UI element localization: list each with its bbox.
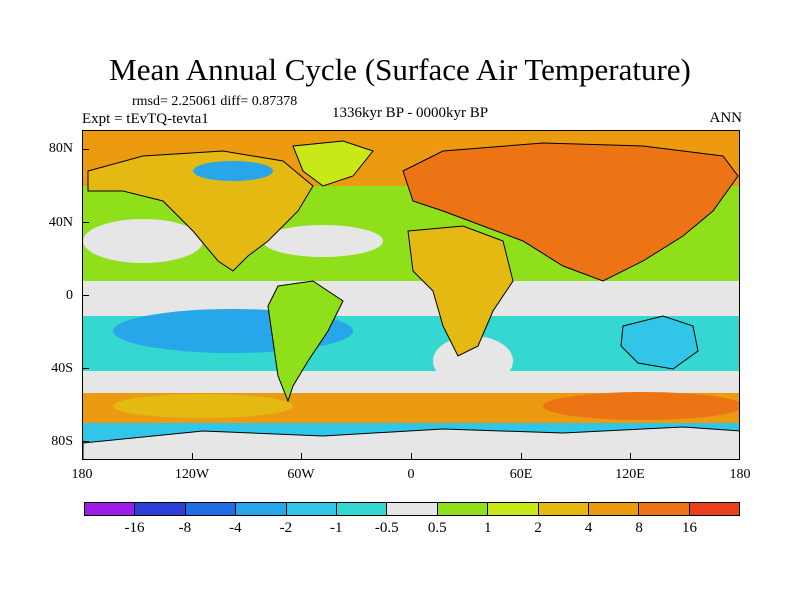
band-south-white bbox=[83, 371, 739, 393]
colorbar-box bbox=[286, 503, 337, 515]
land-south-america bbox=[267, 280, 344, 403]
land-australia bbox=[620, 315, 699, 370]
lon-tick-label: 120E bbox=[615, 467, 645, 482]
colorbar-box bbox=[336, 503, 388, 515]
lat-tick-label: 80N bbox=[48, 141, 73, 156]
period-label: 1336kyr BP - 0000kyr BP bbox=[331, 105, 489, 121]
lat-tick-mark bbox=[82, 295, 89, 296]
lat-tick-mark bbox=[82, 441, 89, 442]
lat-tick-label: 80S bbox=[51, 434, 73, 449]
patch-canada-blue bbox=[193, 161, 273, 181]
lat-tick-label: 40N bbox=[48, 215, 73, 230]
colorbar bbox=[84, 502, 740, 516]
colorbar-box bbox=[488, 503, 539, 515]
colorbar-label: -0.5 bbox=[374, 520, 399, 536]
lat-tick-mark bbox=[82, 149, 89, 150]
lon-tick-mark bbox=[192, 453, 193, 460]
season-label: ANN bbox=[709, 110, 743, 126]
lon-tick-label: 120W bbox=[174, 467, 210, 482]
colorbar-box bbox=[639, 503, 690, 515]
lon-tick-label: 60E bbox=[509, 467, 533, 482]
lon-tick-label: 60W bbox=[287, 467, 315, 482]
lat-tick-label: 0 bbox=[66, 288, 73, 303]
land-eurasia bbox=[402, 142, 739, 282]
colorbar-box bbox=[538, 503, 589, 515]
colorbar-label: -4 bbox=[229, 520, 242, 536]
colorbar-label: -16 bbox=[124, 520, 145, 536]
lon-tick-label: 180 bbox=[729, 467, 751, 482]
rmsd-diff-text: rmsd= 2.25061 diff= 0.87378 bbox=[132, 94, 298, 109]
colorbar-label: 8 bbox=[635, 520, 643, 536]
colorbar-box bbox=[85, 503, 136, 515]
patch-npacific-white bbox=[83, 219, 203, 263]
colorbar-box bbox=[135, 503, 186, 515]
patch-indian-white bbox=[563, 291, 739, 315]
colorbar-box bbox=[689, 503, 740, 515]
land-africa bbox=[407, 225, 514, 357]
patch-natlantic-white bbox=[263, 225, 383, 257]
lat-tick-mark bbox=[82, 368, 89, 369]
colorbar-label: 4 bbox=[584, 520, 593, 536]
colorbar-label: 0.5 bbox=[427, 520, 447, 536]
colorbar-label: 2 bbox=[534, 520, 542, 536]
lon-tick-mark bbox=[521, 453, 522, 460]
lon-tick-label: 180 bbox=[71, 467, 93, 482]
land-greenland bbox=[292, 140, 374, 187]
colorbar-box bbox=[185, 503, 237, 515]
colorbar-box bbox=[387, 503, 438, 515]
colorbar-box bbox=[588, 503, 640, 515]
land-north-america bbox=[87, 150, 314, 272]
map-canvas bbox=[83, 131, 739, 459]
map-title: Mean Annual Cycle (Surface Air Temperatu… bbox=[109, 52, 691, 87]
lon-tick-mark bbox=[630, 453, 631, 460]
lat-tick-mark bbox=[82, 222, 89, 223]
colorbar-label: -2 bbox=[279, 520, 293, 536]
lon-tick-mark bbox=[411, 453, 412, 460]
colorbar-label: 16 bbox=[682, 520, 698, 536]
colorbar-box bbox=[236, 503, 287, 515]
lon-tick-label: 0 bbox=[407, 467, 415, 482]
patch-satlantic-white bbox=[433, 336, 513, 386]
temperature-map bbox=[82, 130, 740, 460]
experiment-label: Expt = tEvTQ-tevta1 bbox=[82, 111, 209, 127]
patch-southern-hot bbox=[543, 392, 739, 420]
colorbar-label: 1 bbox=[483, 520, 492, 536]
land-antarctica bbox=[83, 426, 739, 459]
colorbar-box bbox=[437, 503, 489, 515]
patch-southern-warm bbox=[113, 394, 293, 418]
lat-tick-label: 40S bbox=[51, 361, 73, 376]
colorbar-label: -8 bbox=[178, 520, 192, 536]
colorbar-label: -1 bbox=[330, 520, 343, 536]
lon-tick-mark bbox=[301, 453, 302, 460]
